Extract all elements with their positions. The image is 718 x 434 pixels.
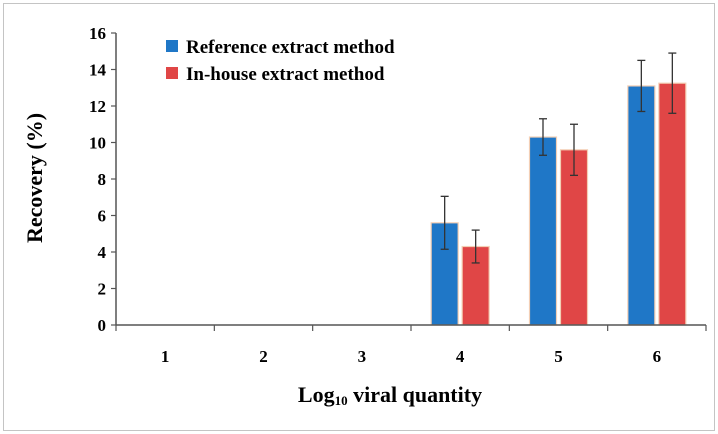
x-tick-label: 3 [358,347,367,366]
x-tick-label: 4 [456,347,465,366]
legend-label-in-house: In-house extract method [186,64,385,85]
x-axis-ticks: 1 2 3 4 5 6 [115,325,707,366]
bars-layer [430,82,687,326]
x-axis-title-rest: viral quantity [348,382,482,407]
x-axis-title-main: Log [298,382,335,407]
legend-swatch-reference [166,40,178,52]
bar-series2-cat6 [658,82,687,326]
x-axis-title-subscript: 10 [335,393,348,408]
y-tick-label: 8 [98,170,107,189]
legend-swatch-in-house [166,67,178,79]
y-axis-ticks: 0 2 4 6 8 10 12 14 16 [89,24,116,335]
x-axis-title: Log10 viral quantity [298,382,482,408]
chart-frame [3,3,715,431]
x-tick-label: 1 [161,347,170,366]
bar-series1-cat5 [528,136,558,326]
error-bars-layer [440,52,677,264]
x-tick-label: 2 [259,347,268,366]
y-tick-label: 2 [98,280,107,299]
y-tick-label: 6 [98,207,107,226]
legend: Reference extract method In-house extrac… [166,37,395,85]
y-tick-label: 10 [89,134,106,153]
y-axis-title: Recovery (%) [22,113,47,243]
y-tick-label: 0 [98,316,107,335]
bar-series2-cat5 [559,149,589,326]
x-tick-label: 5 [554,347,563,366]
y-tick-label: 16 [89,24,106,43]
bar-series1-cat6 [627,85,656,326]
y-tick-label: 4 [98,243,107,262]
legend-label-reference: Reference extract method [186,37,395,58]
y-tick-label: 14 [89,61,107,80]
x-tick-label: 6 [653,347,662,366]
y-tick-label: 12 [89,97,106,116]
